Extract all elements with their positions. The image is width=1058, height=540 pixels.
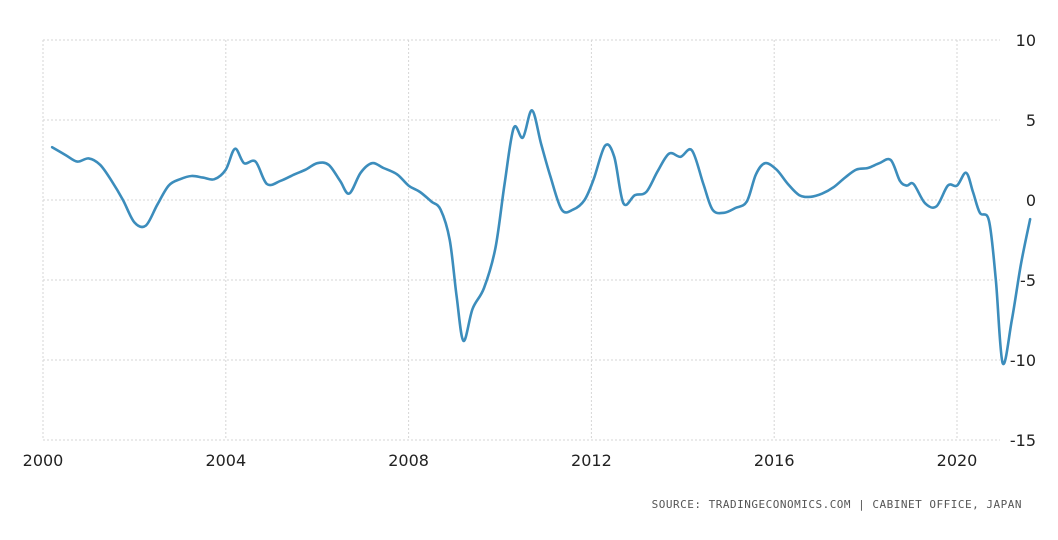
y-tick-label: -10 <box>1010 351 1036 370</box>
series-layer <box>50 109 1032 366</box>
y-tick-label: 10 <box>1016 31 1036 50</box>
source-attribution: SOURCE: TRADINGECONOMICS.COM | CABINET O… <box>651 498 1022 511</box>
x-tick-label: 2008 <box>388 451 429 470</box>
x-axis-tick-labels: 2000 2004 2008 2012 2016 2020 <box>23 451 978 470</box>
horizontal-gridlines <box>43 39 1000 441</box>
x-tick-label: 2016 <box>754 451 795 470</box>
y-tick-label: 5 <box>1026 111 1036 130</box>
x-tick-label: 2004 <box>205 451 246 470</box>
y-tick-label: 0 <box>1026 191 1036 210</box>
y-tick-label: -15 <box>1010 431 1036 450</box>
y-tick-label: -5 <box>1020 271 1036 290</box>
x-tick-label: 2012 <box>571 451 612 470</box>
vertical-gridlines <box>42 40 958 440</box>
x-tick-label: 2020 <box>937 451 978 470</box>
series-line <box>50 109 1032 366</box>
x-tick-label: 2000 <box>23 451 64 470</box>
y-axis-tick-labels: 10 5 0 -5 -10 -15 <box>1010 31 1036 450</box>
